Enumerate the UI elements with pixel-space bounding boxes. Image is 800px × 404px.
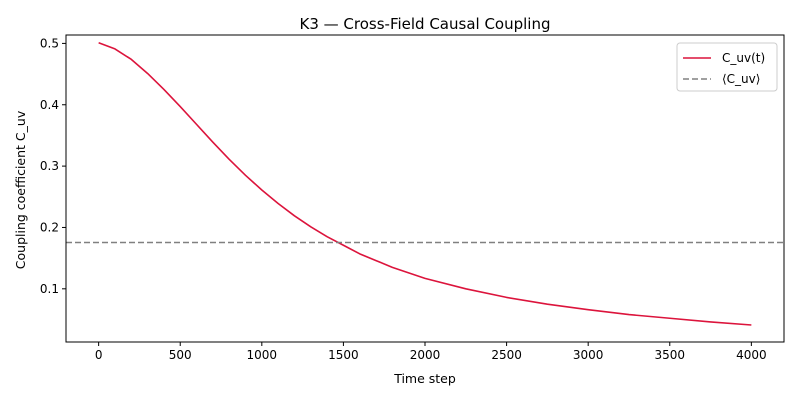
y-tick-label: 0.4 [40,98,59,112]
x-tick-label: 2000 [410,348,441,362]
x-tick-label: 2500 [491,348,522,362]
series-layer [66,42,784,326]
x-tick-label: 1500 [328,348,359,362]
x-axis-ticks: 0 500 1000 1500 2000 2500 3000 3500 4000 [95,342,767,362]
series-line-c-uv [98,42,752,326]
x-axis-label: Time step [393,371,456,386]
chart-title: K3 — Cross-Field Causal Coupling [300,15,551,33]
legend-label: ⟨C_uv⟩ [722,72,760,86]
legend: C_uv(t) ⟨C_uv⟩ [676,42,778,92]
x-tick-label: 0 [95,348,103,362]
y-tick-label: 0.1 [40,282,59,296]
x-tick-label: 4000 [736,348,767,362]
y-axis-label: Coupling coefficient C_uv [13,110,28,269]
legend-label: C_uv(t) [722,51,765,65]
y-tick-label: 0.3 [40,159,59,173]
x-tick-label: 500 [169,348,192,362]
y-axis-ticks: 0.1 0.2 0.3 0.4 0.5 [40,36,66,296]
y-tick-label: 0.2 [40,220,59,234]
x-tick-label: 3000 [573,348,604,362]
x-tick-label: 1000 [247,348,278,362]
x-tick-label: 3500 [654,348,685,362]
y-tick-label: 0.5 [40,36,59,50]
plot-area-frame [65,34,785,343]
